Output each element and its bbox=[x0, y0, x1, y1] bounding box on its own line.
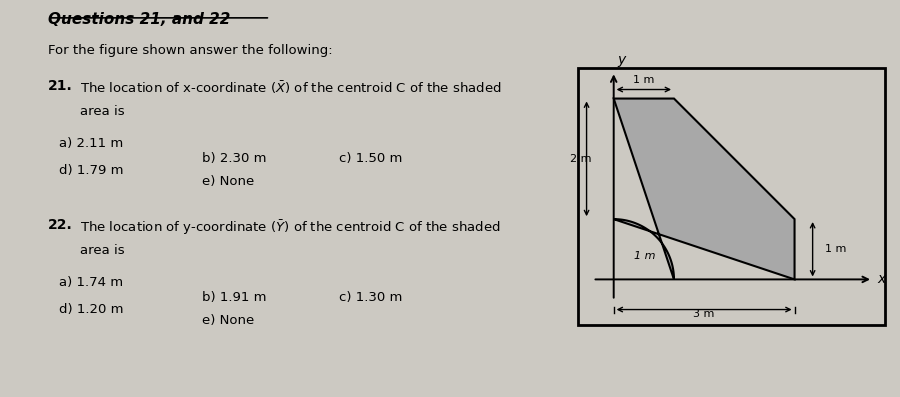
Text: x: x bbox=[878, 272, 886, 286]
Polygon shape bbox=[614, 98, 795, 279]
Text: e) None: e) None bbox=[202, 175, 254, 189]
Text: d) 1.20 m: d) 1.20 m bbox=[59, 303, 124, 316]
Text: For the figure shown answer the following:: For the figure shown answer the followin… bbox=[48, 44, 332, 57]
Text: c) 1.50 m: c) 1.50 m bbox=[338, 152, 402, 165]
Text: 21.: 21. bbox=[48, 79, 72, 93]
Text: y: y bbox=[617, 53, 626, 67]
Text: 2 m: 2 m bbox=[570, 154, 591, 164]
Text: 1 m: 1 m bbox=[634, 251, 656, 262]
Text: a) 1.74 m: a) 1.74 m bbox=[59, 276, 123, 289]
Text: Questions 21, and 22: Questions 21, and 22 bbox=[48, 12, 230, 27]
Text: c) 1.30 m: c) 1.30 m bbox=[338, 291, 402, 304]
Text: e) None: e) None bbox=[202, 314, 254, 328]
Text: 1 m: 1 m bbox=[824, 244, 846, 254]
Text: area is: area is bbox=[80, 244, 125, 257]
Text: The location of x-coordinate ($\bar{X}$) of the centroid C of the shaded: The location of x-coordinate ($\bar{X}$)… bbox=[80, 79, 501, 96]
Text: b) 1.91 m: b) 1.91 m bbox=[202, 291, 266, 304]
Text: 1 m: 1 m bbox=[634, 75, 654, 85]
Text: a) 2.11 m: a) 2.11 m bbox=[59, 137, 123, 150]
Text: 3 m: 3 m bbox=[693, 308, 715, 318]
Text: d) 1.79 m: d) 1.79 m bbox=[59, 164, 124, 177]
Text: b) 2.30 m: b) 2.30 m bbox=[202, 152, 266, 165]
Text: area is: area is bbox=[80, 105, 125, 118]
Text: 22.: 22. bbox=[48, 218, 72, 232]
Text: The location of y-coordinate ($\bar{Y}$) of the centroid C of the shaded: The location of y-coordinate ($\bar{Y}$)… bbox=[80, 218, 500, 237]
